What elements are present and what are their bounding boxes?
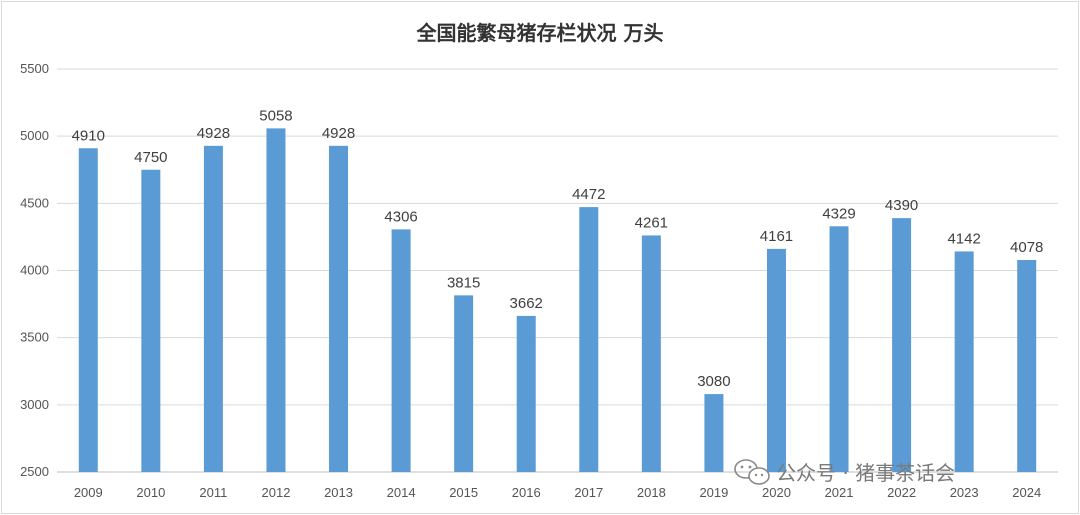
x-tick-label: 2017 (574, 485, 603, 500)
x-tick-label: 2009 (74, 485, 103, 500)
bar (266, 128, 286, 472)
y-tick-label: 4000 (20, 263, 49, 278)
data-label: 4910 (72, 127, 105, 144)
data-label: 4329 (822, 205, 855, 222)
data-label: 3662 (510, 295, 543, 312)
data-label: 5058 (259, 107, 292, 124)
data-label: 4161 (760, 228, 793, 245)
data-label: 4078 (1010, 239, 1043, 256)
watermark-text: 公众号 · 猪事茶话会 (776, 461, 955, 485)
data-label: 3080 (697, 373, 730, 390)
data-label: 4472 (572, 186, 605, 203)
x-axis: 2009 2010 2011 2012 2013 2014 2015 2016 2017 2018… (74, 485, 1041, 500)
bar (892, 218, 912, 472)
bar (1017, 260, 1037, 472)
x-tick-label: 2010 (136, 485, 165, 500)
x-tick-label: 2011 (199, 485, 227, 500)
y-axis: 2500 3000 3500 4000 4500 5000 5500 (20, 61, 49, 479)
y-tick-label: 5000 (20, 128, 49, 143)
data-label: 4390 (885, 197, 918, 214)
bars (78, 128, 1037, 473)
y-tick-label: 5500 (20, 61, 49, 76)
bar (203, 145, 223, 472)
bar (829, 226, 849, 472)
x-tick-label: 2016 (512, 485, 541, 500)
x-tick-label: 2020 (762, 485, 791, 500)
bar (391, 229, 411, 472)
x-tick-label: 2014 (387, 485, 416, 500)
x-tick-label: 2023 (950, 485, 979, 500)
y-tick-label: 4500 (20, 195, 49, 210)
x-tick-label: 2024 (1012, 485, 1041, 500)
x-tick-label: 2022 (887, 485, 916, 500)
data-label: 4928 (322, 125, 355, 142)
x-tick-label: 2019 (699, 485, 728, 500)
gridlines (57, 68, 1058, 473)
x-tick-label: 2021 (825, 485, 854, 500)
data-label: 3815 (447, 274, 480, 291)
bar (641, 235, 661, 472)
bar (454, 295, 474, 472)
data-label: 4750 (134, 149, 167, 166)
bar (329, 145, 349, 472)
x-tick-label: 2018 (637, 485, 666, 500)
y-tick-label: 2500 (20, 464, 49, 479)
chart-title: 全国能繁母猪存栏状况 万头 (416, 21, 664, 45)
data-labels: 4910 4750 4928 5058 4928 4306 3815 3662 4472 4261… (72, 107, 1044, 390)
data-label: 4306 (384, 208, 417, 225)
bar (141, 169, 161, 472)
watermark: 公众号 · 猪事茶话会 (734, 459, 955, 485)
y-tick-label: 3500 (20, 330, 49, 345)
x-tick-label: 2015 (449, 485, 478, 500)
x-tick-label: 2012 (262, 485, 291, 500)
bar (78, 148, 98, 473)
data-label: 4261 (635, 214, 668, 231)
bar (766, 248, 786, 472)
bar (579, 207, 599, 472)
x-tick-label: 2013 (324, 485, 353, 500)
bar (954, 251, 974, 472)
data-label: 4928 (197, 125, 230, 142)
bar (704, 394, 724, 472)
data-label: 4142 (947, 230, 980, 247)
bar (516, 315, 536, 472)
wechat-icon (734, 459, 770, 485)
y-tick-label: 3000 (20, 397, 49, 412)
